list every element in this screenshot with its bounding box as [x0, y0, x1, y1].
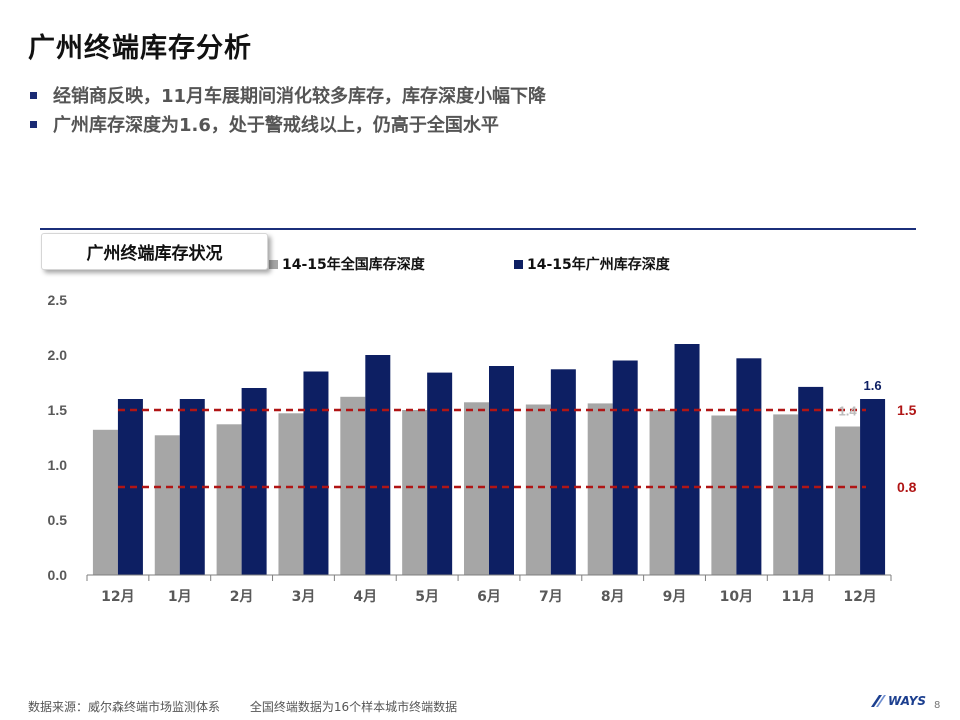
y-tick-label: 2.5 — [48, 292, 68, 308]
x-tick-label: 4月 — [353, 589, 377, 605]
bullet-item: 经销商反映，11月车展期间消化较多库存，库存深度小幅下降 — [30, 80, 546, 109]
x-tick-label: 3月 — [292, 589, 316, 605]
reference-line-label: 1.5 — [897, 402, 917, 418]
bar-national — [154, 435, 180, 575]
legend-label-guangzhou: 14-15年广州库存深度 — [527, 257, 670, 273]
page-number: 8 — [934, 700, 941, 711]
bar-national — [587, 403, 613, 575]
bar-national — [649, 410, 675, 575]
data-labels: 1.6 1.4 — [839, 378, 882, 419]
bar-guangzhou — [612, 360, 638, 575]
bar-guangzhou — [798, 386, 824, 575]
bar-national — [773, 414, 799, 575]
y-tick-label: 2.0 — [48, 347, 68, 363]
bar-guangzhou — [365, 355, 391, 575]
x-tick-label: 5月 — [415, 589, 439, 605]
bullet-square-icon — [30, 121, 37, 128]
x-tick-label: 1月 — [168, 589, 192, 605]
x-axis: 12月 1月 2月 3月 4月 5月 6月 7月 8月 9月 10月 11月 12月 — [86, 574, 892, 605]
footer: 数据来源：威尔森终端市场监测体系 全国终端数据为16个样本城市终端数据 — [28, 698, 457, 715]
logo-text: WAYS — [888, 694, 927, 708]
bar-national — [402, 410, 428, 575]
bullet-item: 广州库存深度为1.6，处于警戒线以上，仍高于全国水平 — [30, 109, 546, 138]
bullet-text: 经销商反映，11月车展期间消化较多库存，库存深度小幅下降 — [53, 85, 547, 107]
page-title: 广州终端库存分析 — [28, 33, 252, 64]
chart-title-tag: 广州终端库存状况 — [41, 233, 268, 270]
reference-lines: 1.5 0.8 — [118, 402, 917, 495]
bar-national — [525, 404, 551, 575]
legend-swatch-national — [269, 259, 278, 269]
bar-guangzhou — [674, 344, 700, 575]
bar-national — [216, 424, 242, 575]
bar-national — [464, 402, 489, 575]
legend-guangzhou: 14-15年广州库存深度 — [514, 254, 670, 274]
bullet-text: 广州库存深度为1.6，处于警戒线以上，仍高于全国水平 — [53, 114, 499, 136]
legend-national: 14-15年全国库存深度 — [269, 254, 425, 274]
bar-national — [711, 415, 737, 575]
logo-swoosh-icon — [871, 695, 886, 707]
x-tick-label: 7月 — [539, 589, 563, 605]
legend-swatch-guangzhou — [514, 259, 523, 269]
footer-source: 数据来源：威尔森终端市场监测体系 — [28, 700, 221, 714]
x-tick-label: 11月 — [781, 589, 814, 605]
section-divider — [40, 228, 916, 230]
bar-guangzhou — [427, 372, 453, 575]
bar-guangzhou — [489, 366, 514, 575]
x-tick-label: 12月 — [101, 589, 134, 605]
ways-logo: WAYS — [870, 694, 926, 708]
y-axis-ticks: 0.0 0.5 1.0 1.5 2.0 2.5 — [48, 292, 68, 583]
y-tick-label: 1.5 — [48, 402, 68, 418]
data-label: 1.6 — [864, 378, 882, 393]
bar-guangzhou — [303, 371, 329, 575]
y-tick-label: 0.5 — [48, 512, 68, 528]
x-tick-label: 6月 — [477, 589, 501, 605]
bar-guangzhou — [736, 358, 762, 575]
legend-label-national: 14-15年全国库存深度 — [282, 257, 425, 273]
x-tick-label: 9月 — [663, 589, 687, 605]
bars — [92, 344, 886, 575]
y-tick-label: 1.0 — [48, 457, 68, 473]
bullet-square-icon — [30, 92, 37, 99]
bullet-list: 经销商反映，11月车展期间消化较多库存，库存深度小幅下降 广州库存深度为1.6，… — [30, 80, 546, 138]
reference-line-label: 0.8 — [897, 479, 917, 495]
footer-note: 全国终端数据为16个样本城市终端数据 — [249, 700, 458, 714]
x-tick-label: 8月 — [601, 589, 625, 605]
bar-guangzhou — [550, 369, 576, 575]
y-tick-label: 0.0 — [48, 567, 68, 583]
x-tick-label: 2月 — [230, 589, 254, 605]
bar-national — [92, 429, 118, 575]
bar-guangzhou — [241, 388, 267, 575]
x-tick-label: 12月 — [843, 589, 876, 605]
bar-national — [278, 413, 304, 575]
x-tick-label: 10月 — [720, 589, 753, 605]
data-label: 1.4 — [839, 404, 858, 419]
bar-national — [835, 426, 861, 575]
